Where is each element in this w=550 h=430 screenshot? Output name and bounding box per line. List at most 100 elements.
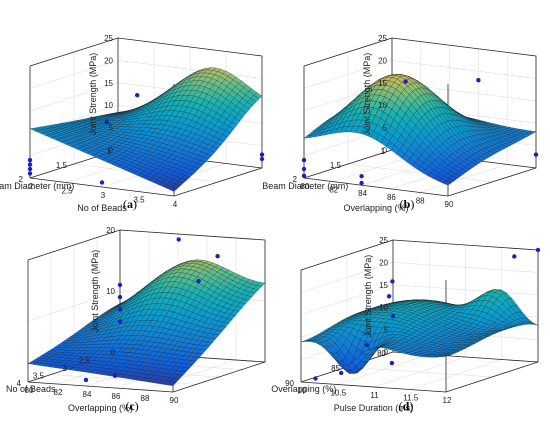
data-point-2 (476, 78, 481, 83)
z-tick-label: 20 (379, 258, 388, 267)
data-point-5 (176, 237, 181, 242)
z-tick-label: 15 (104, 79, 113, 88)
z-tick-label: 25 (379, 236, 388, 245)
surface (29, 67, 263, 192)
data-point-3 (27, 157, 33, 163)
data-point-3 (533, 152, 539, 157)
x-axis-label: No of Beads (6, 384, 56, 394)
z-tick-label: 15 (378, 79, 387, 88)
data-point-3 (117, 307, 123, 312)
y-tick-label: 11.5 (403, 394, 419, 403)
surface (303, 74, 537, 186)
data-point-8 (359, 180, 364, 186)
x-tick-label: 1 (381, 147, 386, 156)
y-tick-label: 84 (358, 189, 367, 198)
x-tick-label: 90 (285, 379, 294, 388)
data-point-9 (535, 247, 541, 253)
data-point-5 (339, 370, 344, 376)
y-tick-label: 2 (29, 182, 34, 191)
y-tick-label: 2.5 (61, 187, 73, 196)
y-axis-label: No of Beads (77, 203, 127, 213)
y-tick-label: 12 (443, 396, 452, 405)
x-tick-label: 85 (331, 364, 340, 373)
z-tick-label: 20 (106, 226, 115, 235)
data-point-5 (27, 166, 33, 172)
panel-2: 0 5 10 15 20 25 Joint Strength (MPa) 1 1.5 2Beam … (262, 34, 539, 213)
surface (300, 289, 539, 374)
y-tick-label: 4 (173, 200, 178, 209)
x-axis-label: Beam Diameter (mm) (262, 181, 348, 191)
z-tick-label: 10 (106, 287, 115, 296)
y-tick-label: 3 (101, 191, 106, 200)
data-point-7 (389, 360, 395, 366)
axes-box (303, 37, 537, 197)
surface (27, 259, 266, 386)
z-tick-label: 0 (111, 348, 116, 357)
data-point-4 (301, 157, 307, 163)
z-axis-label: Joint Strength (MPa) (88, 53, 98, 136)
data-point-4 (117, 319, 123, 324)
z-tick-label: 0 (109, 146, 114, 155)
panel-3: 0 10 20 Joint Strength (MPa) 2.5 3 3.5 4No of B… (6, 226, 266, 413)
z-tick-label: 15 (379, 281, 388, 290)
x-tick-label: 2 (293, 175, 298, 184)
x-tick-label: 3.5 (33, 372, 45, 381)
panel-caption: (d) (399, 399, 414, 413)
x-axis-label: Beam Diameter (mm) (0, 181, 74, 191)
z-tick-label: 10 (104, 101, 113, 110)
data-point-7 (99, 180, 105, 185)
x-axis-label: Overlapping (%) (271, 384, 336, 394)
z-tick-label: 25 (378, 34, 387, 43)
data-point-9 (83, 377, 89, 383)
y-tick-label: 80 (25, 386, 34, 395)
y-tick-label: 86 (387, 193, 396, 202)
y-tick-label: 10 (298, 386, 307, 395)
data-point-7 (196, 278, 201, 284)
y-tick-label: 90 (445, 200, 454, 209)
z-axis-label: Joint Strength (MPa) (363, 255, 373, 338)
data-point-9 (259, 156, 265, 162)
data-point-4 (364, 342, 369, 348)
data-point-6 (301, 173, 307, 178)
panel-1: 0 5 10 15 20 25 Joint Strength (MPa) 1 1.5 2Beam … (0, 34, 265, 213)
data-point-6 (313, 376, 318, 381)
y-tick-label: 86 (112, 392, 121, 401)
z-tick-label: 0 (384, 348, 389, 357)
panel-caption: (b) (400, 197, 415, 211)
z-tick-label: 0 (383, 146, 388, 155)
z-tick-label: 5 (384, 326, 389, 335)
y-axis-label: Overlapping (%) (343, 203, 408, 213)
y-axis-label: Pulse Duration (ms) (334, 403, 414, 413)
data-point-1 (135, 93, 140, 98)
data-point-6 (215, 254, 220, 259)
data-point-8 (512, 254, 517, 259)
data-point-2 (386, 294, 392, 299)
y-tick-label: 88 (141, 394, 150, 403)
data-point-3 (390, 279, 395, 284)
z-tick-label: 25 (104, 34, 113, 43)
panel-caption: (a) (123, 197, 137, 211)
data-point-1 (390, 314, 396, 319)
x-tick-label: 2.5 (79, 357, 91, 366)
data-point-7 (359, 174, 364, 179)
data-point-5 (301, 166, 307, 172)
x-tick-label: 1.5 (56, 161, 68, 170)
y-tick-label: 80 (301, 182, 310, 191)
panel-4: 0 5 10 15 20 25 Joint Strength (MPa) 80 85 90Over… (271, 236, 541, 413)
y-tick-label: 10.5 (330, 389, 346, 398)
x-tick-label: 1 (107, 147, 112, 156)
y-tick-label: 88 (416, 196, 425, 205)
data-point-8 (259, 152, 265, 157)
y-tick-label: 11 (370, 391, 379, 400)
z-tick-label: 5 (109, 124, 114, 133)
z-tick-label: 20 (104, 56, 113, 65)
data-point-2 (104, 119, 110, 125)
data-point-6 (27, 171, 33, 176)
z-tick-label: 10 (379, 303, 388, 312)
z-axis-label: Joint Strength (MPa) (90, 250, 100, 333)
z-tick-label: 20 (378, 56, 387, 65)
data-point-1 (117, 282, 123, 288)
x-tick-label: 1.5 (330, 161, 342, 170)
data-point-4 (27, 162, 33, 167)
